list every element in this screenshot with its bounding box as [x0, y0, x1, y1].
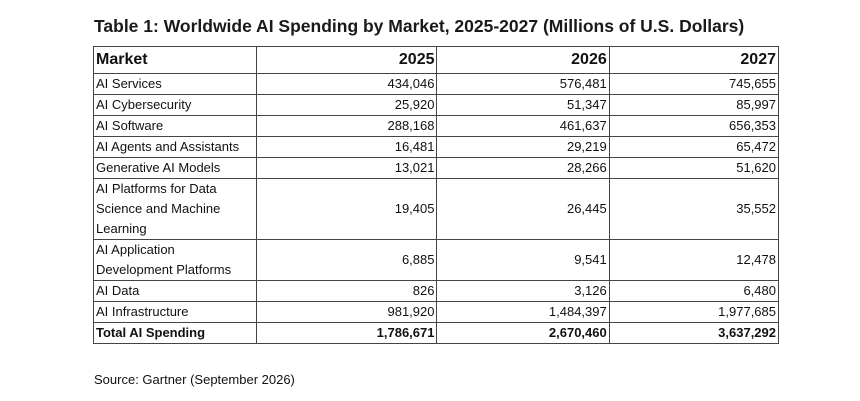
total-value-cell: 1,786,671	[256, 322, 438, 344]
total-label-cell: Total AI Spending	[92, 322, 258, 344]
value-cell: 12,478	[608, 239, 780, 281]
value-cell: 288,168	[256, 115, 438, 137]
source-note: Source: Gartner (September 2026)	[94, 372, 295, 387]
market-cell: Generative AI Models	[92, 157, 258, 179]
value-cell: 826	[256, 280, 438, 302]
value-cell: 434,046	[256, 73, 438, 95]
table-row: AI Platforms for Data Science and Machin…	[92, 178, 780, 240]
value-cell: 1,977,685	[608, 301, 780, 323]
table-row: AI Data 826 3,126 6,480	[92, 280, 780, 302]
market-cell: AI Agents and Assistants	[92, 136, 258, 158]
market-cell: AI Cybersecurity	[92, 94, 258, 116]
table-row: AI Agents and Assistants 16,481 29,219 65,4…	[92, 136, 780, 158]
header-cell: 2027	[608, 46, 780, 74]
total-value-cell: 3,637,292	[608, 322, 780, 344]
total-value-cell: 2,670,460	[436, 322, 610, 344]
value-cell: 9,541	[436, 239, 610, 281]
value-cell: 85,997	[608, 94, 780, 116]
header-cell: Market	[92, 46, 258, 74]
table-row: AI Software 288,168 461,637 656,353	[92, 115, 780, 137]
market-cell: AI Software	[92, 115, 258, 137]
market-cell: AI Services	[92, 73, 258, 95]
market-cell: AI Infrastructure	[92, 301, 258, 323]
value-cell: 576,481	[436, 73, 610, 95]
value-cell: 51,620	[608, 157, 780, 179]
value-cell: 1,484,397	[436, 301, 610, 323]
value-cell: 19,405	[256, 178, 438, 240]
value-cell: 13,021	[256, 157, 438, 179]
market-cell: AI Application Development Platforms	[92, 239, 258, 281]
value-cell: 65,472	[608, 136, 780, 158]
value-cell: 29,219	[436, 136, 610, 158]
value-cell: 16,481	[256, 136, 438, 158]
table-row: Generative AI Models 13,021 28,266 51,620	[92, 157, 780, 179]
header-cell: 2026	[436, 46, 610, 74]
value-cell: 461,637	[436, 115, 610, 137]
value-cell: 35,552	[608, 178, 780, 240]
market-cell: AI Data	[92, 280, 258, 302]
data-table: Market 2025 2026 2027 AI Services 434,046 576…	[92, 46, 780, 344]
value-cell: 6,885	[256, 239, 438, 281]
value-cell: 26,445	[436, 178, 610, 240]
header-cell: 2025	[256, 46, 438, 74]
table-row: AI Application Development Platforms 6,88…	[92, 239, 780, 281]
value-cell: 25,920	[256, 94, 438, 116]
value-cell: 3,126	[436, 280, 610, 302]
table-row: AI Cybersecurity 25,920 51,347 85,997	[92, 94, 780, 116]
table-body: AI Services 434,046 576,481 745,655 AI Cyber…	[92, 73, 780, 344]
value-cell: 6,480	[608, 280, 780, 302]
table-row: AI Services 434,046 576,481 745,655	[92, 73, 780, 95]
value-cell: 28,266	[436, 157, 610, 179]
value-cell: 51,347	[436, 94, 610, 116]
total-row: Total AI Spending 1,786,671 2,670,460 3,637…	[92, 322, 780, 344]
value-cell: 745,655	[608, 73, 780, 95]
value-cell: 656,353	[608, 115, 780, 137]
table-row: AI Infrastructure 981,920 1,484,397 1,977,6…	[92, 301, 780, 323]
value-cell: 981,920	[256, 301, 438, 323]
table-title: Table 1: Worldwide AI Spending by Market…	[94, 16, 745, 36]
market-cell: AI Platforms for Data Science and Machin…	[92, 178, 258, 240]
header-row: Market 2025 2026 2027	[92, 46, 780, 74]
